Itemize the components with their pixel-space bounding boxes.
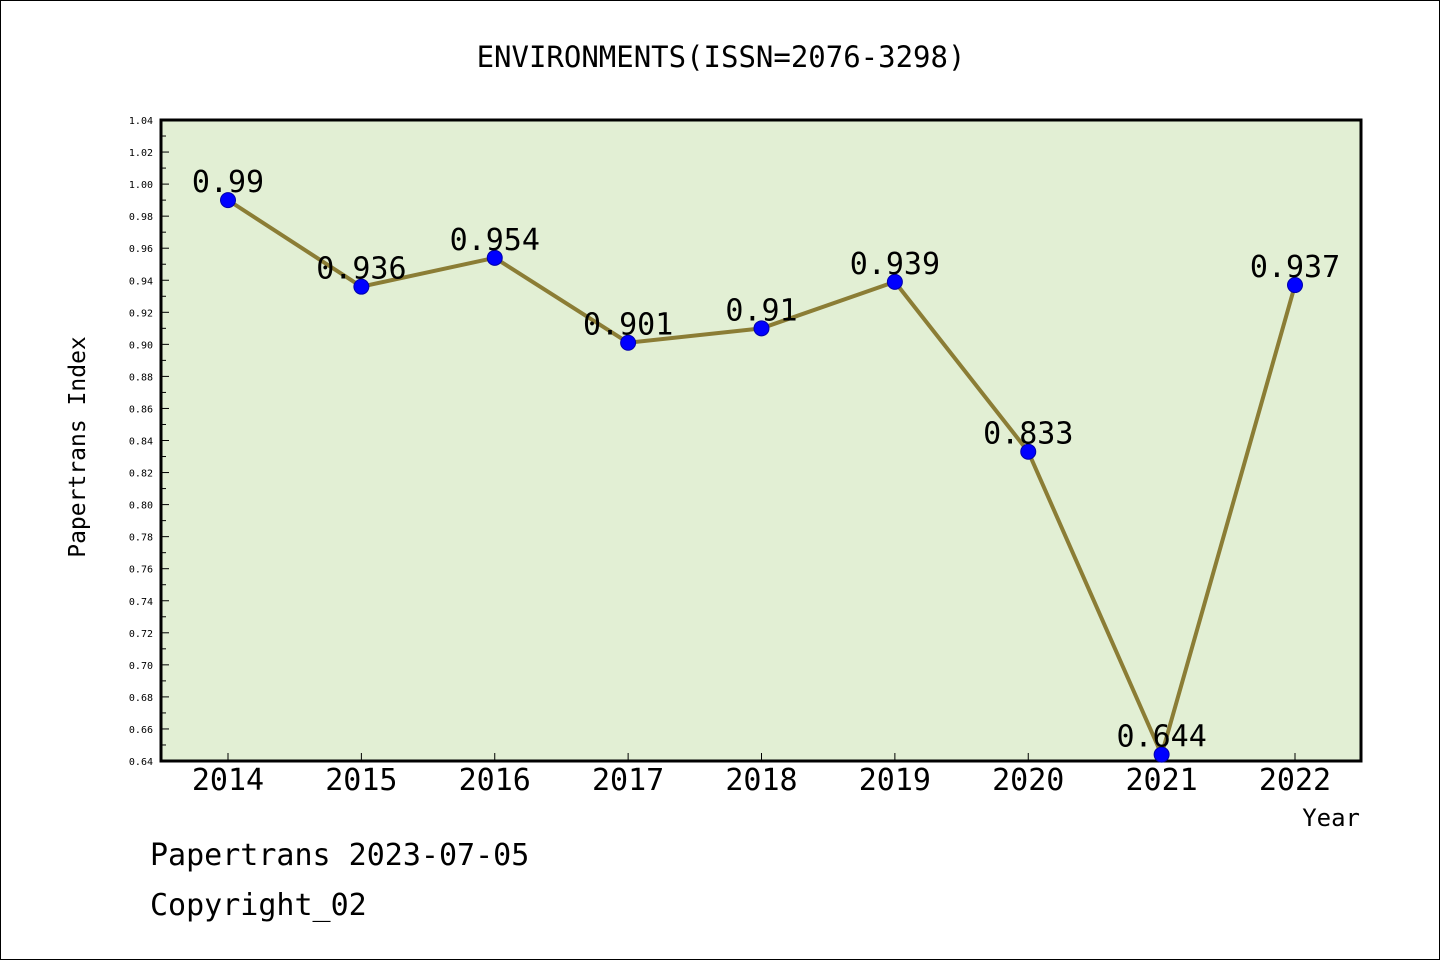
- data-point: [1153, 746, 1170, 763]
- data-label: 0.644: [1116, 720, 1206, 755]
- y-tick-label: 0.72: [129, 629, 153, 640]
- data-point: [886, 273, 903, 290]
- data-point: [620, 334, 637, 351]
- footer-copyright: Copyright_02: [150, 888, 367, 923]
- x-tick-label: 2022: [1259, 763, 1331, 798]
- y-tick-label: 0.94: [129, 276, 153, 287]
- y-tick-label: 0.68: [129, 693, 153, 704]
- data-label: 0.937: [1250, 250, 1340, 285]
- data-label: 0.99: [192, 165, 264, 200]
- data-label: 0.939: [850, 247, 940, 282]
- data-point: [753, 320, 770, 337]
- x-tick-label: 2018: [725, 763, 797, 798]
- y-tick-label: 0.86: [129, 404, 153, 415]
- y-tick-label: 0.74: [129, 597, 153, 608]
- y-tick-label: 0.84: [129, 437, 153, 448]
- x-axis: 2014 2015 2016 2017 2018 2019 2020 2021 2022: [192, 753, 1331, 798]
- y-tick-label: 1.02: [129, 148, 153, 159]
- y-axis-label: Papertrans Index: [65, 336, 91, 558]
- y-tick-label: 0.66: [129, 725, 153, 736]
- y-tick-label: 0.90: [129, 340, 153, 351]
- data-label: 0.901: [583, 308, 673, 343]
- data-label: 0.954: [450, 223, 540, 258]
- x-tick-label: 2016: [459, 763, 531, 798]
- y-tick-label: 0.98: [129, 212, 153, 223]
- y-tick-label: 0.80: [129, 501, 153, 512]
- plot-area: [159, 118, 1363, 763]
- data-label: 0.936: [316, 252, 406, 287]
- y-tick-label: 0.70: [129, 661, 153, 672]
- x-axis-label: Year: [1302, 804, 1360, 832]
- data-point: [1020, 443, 1037, 460]
- data-label: 0.91: [725, 293, 797, 328]
- data-point: [353, 278, 370, 295]
- y-tick-label: 1.04: [129, 116, 153, 127]
- y-tick-label: 0.78: [129, 533, 153, 544]
- data-point: [220, 192, 236, 209]
- x-tick-label: 2019: [859, 763, 931, 798]
- chart-title: ENVIRONMENTS(ISSN=2076-3298): [477, 40, 966, 74]
- data-markers: [220, 192, 1303, 763]
- x-tick-label: 2017: [592, 763, 664, 798]
- y-tick-label: 0.92: [129, 308, 153, 319]
- footer-date: Papertrans 2023-07-05: [150, 838, 529, 873]
- x-tick-label: 2021: [1126, 763, 1198, 798]
- y-tick-label: 0.96: [129, 244, 153, 255]
- data-labels: 0.99 0.936 0.954 0.901 0.91 0.939 0.833 0.644 0.…: [192, 165, 1340, 754]
- data-point: [1287, 277, 1303, 294]
- data-label: 0.833: [983, 417, 1073, 452]
- y-tick-label: 0.64: [129, 757, 153, 768]
- data-point: [486, 249, 503, 266]
- x-tick-label: 2015: [325, 763, 397, 798]
- x-tick-label: 2014: [192, 763, 264, 798]
- y-tick-label: 0.82: [129, 469, 153, 480]
- y-axis: 0.64 0.66 0.68 0.70 0.72 0.74 0.76 0.78 0.80 0.82…: [129, 116, 169, 768]
- y-tick-label: 0.88: [129, 372, 153, 383]
- y-tick-label: 0.76: [129, 565, 153, 576]
- y-tick-label: 1.00: [129, 180, 153, 191]
- x-tick-label: 2020: [992, 763, 1064, 798]
